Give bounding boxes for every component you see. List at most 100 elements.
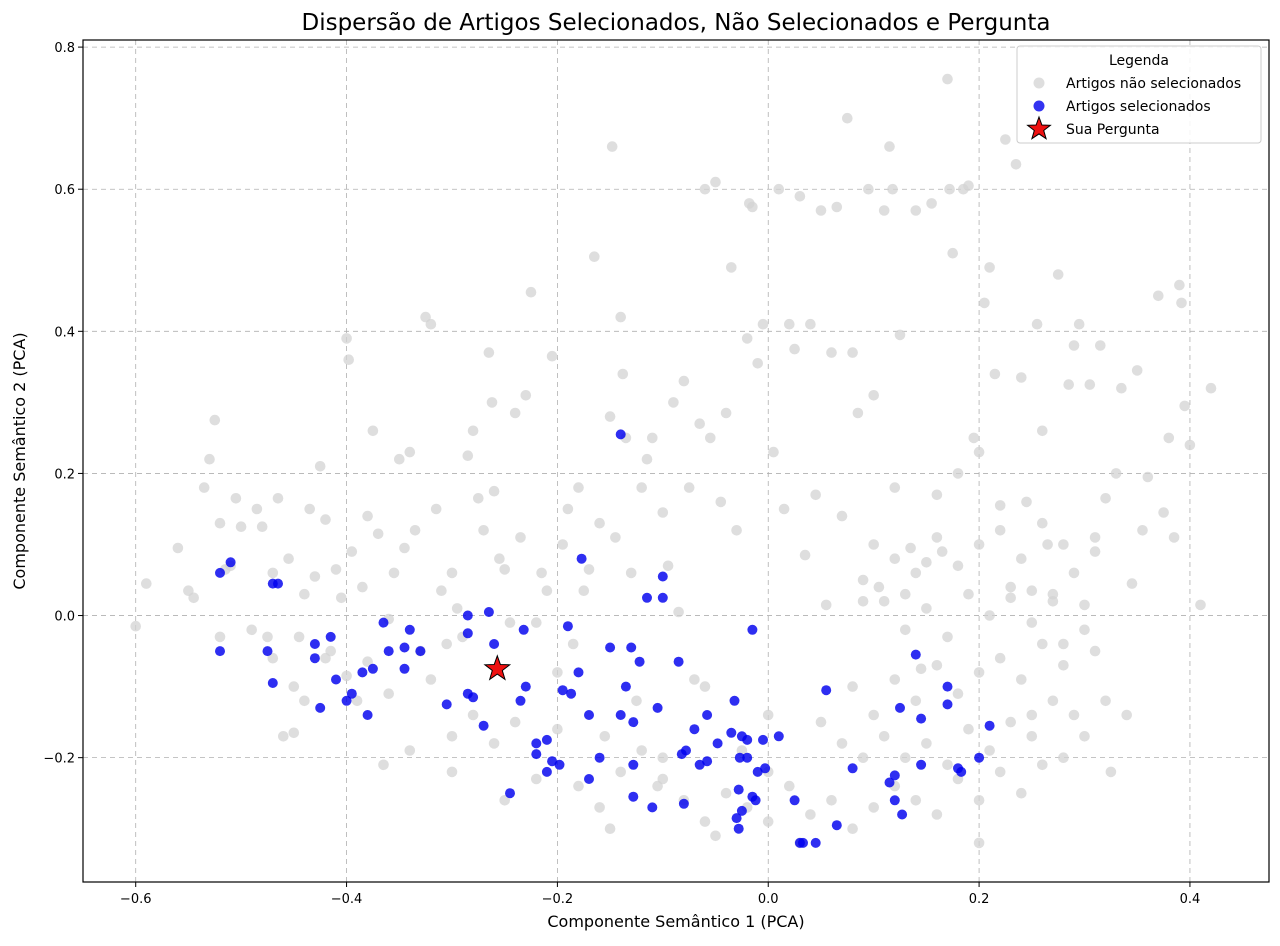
unselected-article-point <box>467 425 479 437</box>
unselected-article-point <box>362 510 373 522</box>
unselected-article-point <box>900 588 911 600</box>
selected-article-point <box>562 621 573 632</box>
unselected-article-point <box>963 588 974 600</box>
legend-marker-question <box>1026 115 1052 140</box>
unselected-article-point <box>583 564 595 575</box>
unselected-article-point <box>1026 731 1038 742</box>
unselected-article-point <box>710 830 721 842</box>
unselected-article-point <box>536 567 547 579</box>
unselected-article-point <box>214 631 226 643</box>
unselected-article-point <box>589 251 600 262</box>
selected-article-point <box>742 752 753 763</box>
unselected-article-point <box>931 489 943 501</box>
unselected-article-point <box>1037 425 1048 437</box>
unselected-article-point <box>1026 585 1038 596</box>
selected-article-point <box>702 756 713 767</box>
unselected-article-point <box>309 571 321 582</box>
unselected-article-point <box>256 521 268 532</box>
unselected-article-point <box>1037 638 1048 650</box>
unselected-article-point <box>968 432 980 444</box>
unselected-article-point <box>299 588 310 600</box>
unselected-article-point <box>1079 624 1090 636</box>
unselected-article-point <box>705 432 716 444</box>
unselected-article-point <box>973 837 985 849</box>
selected-article-point <box>547 756 558 767</box>
selected-article-point <box>357 667 368 678</box>
selected-article-point <box>331 674 341 685</box>
unselected-article-point <box>657 752 669 763</box>
selected-article-point <box>462 628 473 639</box>
unselected-article-point <box>863 183 874 195</box>
selected-article-point <box>399 663 410 674</box>
unselected-article-point <box>1047 695 1059 707</box>
unselected-article-point <box>994 525 1006 536</box>
unselected-article-point <box>198 482 210 493</box>
unselected-article-point <box>868 539 879 550</box>
unselected-article-point <box>894 329 906 341</box>
unselected-article-point <box>905 542 916 554</box>
unselected-article-point <box>657 773 669 785</box>
unselected-article-point <box>636 482 647 493</box>
unselected-article-point <box>1016 372 1027 383</box>
unselected-article-point <box>889 674 901 685</box>
x-axis-label: Componente Semântico 1 (PCA) <box>547 912 804 931</box>
selected-article-point <box>315 702 326 713</box>
unselected-article-point <box>509 716 521 728</box>
x-tick-label: 0.2 <box>969 892 990 907</box>
selected-article-point <box>404 624 415 635</box>
data-points <box>130 73 1217 849</box>
unselected-article-point <box>404 745 416 756</box>
unselected-article-point <box>1100 493 1111 504</box>
selected-article-point <box>557 685 568 696</box>
unselected-article-point <box>525 286 537 298</box>
selected-article-point <box>309 639 320 649</box>
unselected-article-point <box>343 354 355 366</box>
unselected-article-point <box>362 656 373 667</box>
unselected-article-point <box>726 262 737 273</box>
unselected-article-point <box>689 674 700 685</box>
unselected-article-point <box>462 450 474 462</box>
selected-article-point <box>520 681 531 692</box>
y-tick-label: 0.6 <box>54 183 75 198</box>
unselected-article-point <box>594 517 605 529</box>
selected-article-point <box>541 734 552 745</box>
selected-article-point <box>752 766 763 777</box>
selected-article-point <box>399 642 410 653</box>
unselected-article-point <box>1010 159 1022 170</box>
unselected-article-point <box>246 624 257 636</box>
unselected-article-point <box>921 557 932 568</box>
unselected-article-point <box>836 510 848 522</box>
selected-article-point <box>884 777 895 788</box>
unselected-article-point <box>235 521 247 532</box>
unselected-article-point <box>973 667 985 678</box>
selected-article-point <box>789 795 800 806</box>
unselected-article-point <box>578 585 590 596</box>
unselected-article-point <box>826 347 837 358</box>
unselected-article-point <box>1073 318 1085 330</box>
unselected-article-point <box>367 425 379 437</box>
selected-article-point <box>628 717 639 728</box>
selected-article-point <box>262 646 273 657</box>
unselected-article-point <box>499 795 511 806</box>
unselected-article-point <box>857 574 869 586</box>
y-tick-label: 0.8 <box>54 41 75 56</box>
selected-article-point <box>462 610 473 621</box>
unselected-article-point <box>805 318 816 330</box>
unselected-article-point <box>357 581 368 593</box>
unselected-article-point <box>715 496 727 508</box>
unselected-article-point <box>673 606 684 618</box>
unselected-article-point <box>852 407 864 419</box>
selected-article-point <box>760 763 771 774</box>
selected-article-point <box>362 710 373 720</box>
unselected-article-point <box>446 766 458 778</box>
unselected-article-point <box>847 823 858 834</box>
selected-article-point <box>576 553 587 564</box>
unselected-article-point <box>604 823 616 834</box>
unselected-article-point <box>409 525 421 536</box>
unselected-article-point <box>768 446 779 458</box>
unselected-article-point <box>873 581 885 593</box>
unselected-article-point <box>388 567 400 579</box>
unselected-article-point <box>1137 525 1148 536</box>
selected-article-point <box>584 774 594 784</box>
unselected-article-point <box>878 205 890 216</box>
